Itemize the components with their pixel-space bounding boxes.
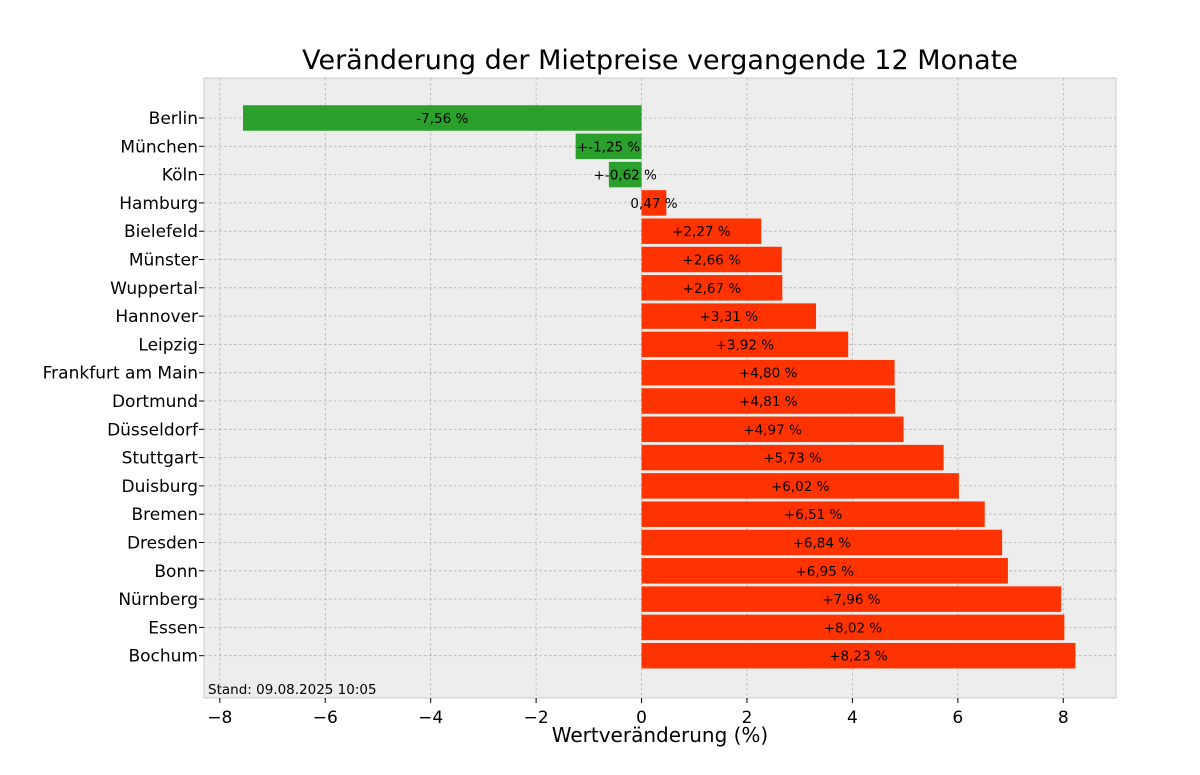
bar-value-label: +4,97 %	[743, 422, 802, 438]
bar-value-label: +6,51 %	[784, 507, 843, 523]
x-tick-label: 2	[742, 708, 753, 728]
category-label: Hannover	[115, 307, 198, 327]
x-tick-label: −2	[524, 708, 549, 728]
bar	[641, 303, 817, 329]
bar	[641, 586, 1062, 612]
bar-value-label: +8,23 %	[829, 649, 888, 665]
bar	[641, 473, 959, 499]
bar-value-label: +2,66 %	[682, 253, 741, 269]
bar	[243, 105, 642, 131]
bar-value-label: +5,73 %	[763, 451, 822, 467]
category-label: Dortmund	[112, 392, 198, 412]
category-label: München	[120, 137, 198, 157]
bar	[641, 275, 783, 301]
bar	[608, 161, 642, 188]
bar	[641, 359, 895, 386]
bar-value-label: +-1,25 %	[577, 139, 641, 155]
category-label: Münster	[129, 251, 198, 271]
bar-value-label: +-0,62 %	[594, 168, 658, 184]
bar-value-label: +3,92 %	[716, 337, 775, 353]
bar	[641, 218, 762, 244]
category-label: Berlin	[149, 109, 198, 129]
bar	[641, 501, 985, 527]
category-label: Duisburg	[122, 477, 199, 497]
category-label: Bremen	[131, 505, 198, 525]
x-axis-label: Wertveränderung (%)	[552, 723, 769, 747]
category-label: Stuttgart	[122, 449, 199, 469]
bar-value-label: +6,95 %	[795, 564, 854, 580]
category-label: Wuppertal	[110, 279, 198, 299]
bar-value-label: +8,02 %	[824, 620, 883, 636]
category-label: Köln	[162, 166, 198, 186]
x-tick-label: −4	[418, 708, 443, 728]
bar-value-label: +4,80 %	[739, 366, 798, 382]
category-label: Nürnberg	[118, 590, 198, 610]
bar-value-label: -7,56 %	[416, 111, 468, 127]
bar	[641, 388, 896, 414]
category-label: Bielefeld	[124, 222, 198, 242]
bar	[641, 642, 1076, 669]
category-label: Bochum	[128, 647, 198, 667]
bar	[641, 444, 944, 471]
chart-title: Veränderung der Mietpreise vergangende 1…	[302, 45, 1018, 76]
bar-value-label: +4,81 %	[739, 394, 798, 410]
bar	[641, 614, 1065, 641]
bar	[641, 558, 1008, 584]
bar	[641, 190, 667, 216]
category-label: Leipzig	[138, 335, 198, 355]
x-tick-label: 6	[952, 708, 963, 728]
bar	[641, 416, 904, 443]
bar	[575, 133, 642, 160]
x-axis-ticks: −8 −6 −4 −2 0 2 4 6 8	[207, 698, 1069, 728]
bar-value-label: +6,02 %	[771, 479, 830, 495]
bar-value-label: +3,31 %	[700, 309, 759, 325]
bar	[641, 246, 782, 273]
bar-value-label: +2,67 %	[683, 281, 742, 297]
category-label: Dresden	[127, 534, 198, 554]
x-tick-label: −8	[207, 708, 232, 728]
bar	[641, 529, 1003, 556]
category-label: Bonn	[154, 562, 198, 582]
category-label: Frankfurt am Main	[43, 364, 198, 384]
category-label: Düsseldorf	[107, 420, 199, 440]
data-labels: -7,56 % +-1,25 % +-0,62 % 0,47 % +2,27 % +2,6…	[416, 111, 888, 665]
bars	[243, 105, 1076, 669]
x-tick-label: 4	[847, 708, 858, 728]
x-tick-label: 8	[1058, 708, 1069, 728]
bar-value-label: +6,84 %	[793, 536, 852, 552]
x-tick-label: −6	[313, 708, 338, 728]
bar-value-label: 0,47 %	[630, 196, 677, 212]
timestamp-note: Stand: 09.08.2025 10:05	[208, 682, 377, 698]
category-label: Hamburg	[119, 194, 198, 214]
category-label: Essen	[148, 618, 198, 638]
bar-value-label: +7,96 %	[822, 592, 881, 608]
x-tick-label: 0	[636, 708, 647, 728]
bar-value-label: +2,27 %	[672, 224, 731, 240]
bar	[641, 331, 849, 358]
y-axis-categories: Berlin München Köln Hamburg Bielefeld Münster…	[43, 109, 204, 667]
